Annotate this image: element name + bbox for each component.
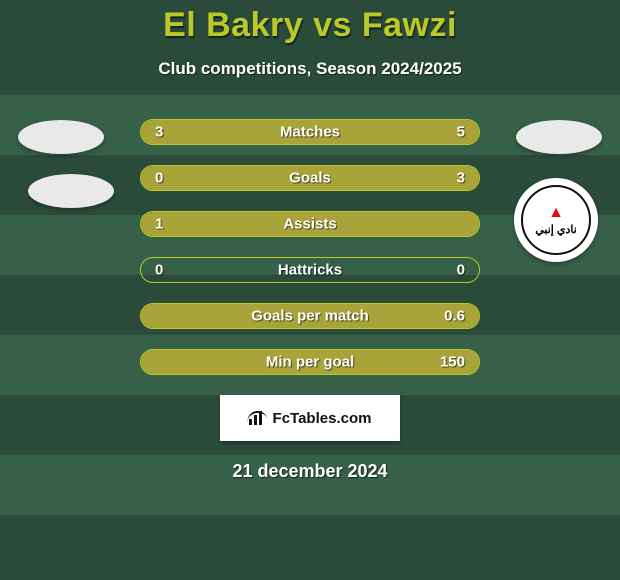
badge-inner: ▲ نادي إنبي <box>521 185 591 255</box>
club-right-badge: ▲ نادي إنبي <box>514 178 598 262</box>
page-subtitle: Club competitions, Season 2024/2025 <box>0 59 620 79</box>
page-title: El Bakry vs Fawzi <box>0 6 620 45</box>
player-left-avatar <box>18 120 104 154</box>
stat-label: Hattricks <box>278 262 342 279</box>
flame-icon: ▲ <box>548 205 564 221</box>
stat-left-value: 1 <box>155 216 163 233</box>
stat-right-value: 0.6 <box>444 308 465 325</box>
stat-right-value: 3 <box>457 170 465 187</box>
stat-label: Goals <box>289 170 331 187</box>
brand-text: FcTables.com <box>273 410 372 427</box>
badge-text: نادي إنبي <box>535 223 577 236</box>
stat-bar: 0 0 Hattricks <box>140 257 480 283</box>
stat-left-value: 0 <box>155 170 163 187</box>
club-left-avatar <box>28 174 114 208</box>
brand-box: FcTables.com <box>220 395 400 441</box>
date-text: 21 december 2024 <box>0 461 620 482</box>
stat-label: Assists <box>283 216 336 233</box>
stat-label: Min per goal <box>266 354 354 371</box>
stat-right-value: 150 <box>440 354 465 371</box>
player-right-avatar <box>516 120 602 154</box>
stat-bar: 1 Assists <box>140 211 480 237</box>
stat-bar: 150 Min per goal <box>140 349 480 375</box>
comparison-bars: 3 5 Matches 0 3 Goals 1 Assists 0 0 Hattricks 0.6 Go… <box>140 119 480 375</box>
stat-bar: 3 5 Matches <box>140 119 480 145</box>
stat-label: Goals per match <box>251 308 369 325</box>
stat-left-value: 0 <box>155 262 163 279</box>
stat-bar: 0 3 Goals <box>140 165 480 191</box>
stat-left-value: 3 <box>155 124 163 141</box>
stat-right-value: 5 <box>457 124 465 141</box>
stat-label: Matches <box>280 124 340 141</box>
chart-icon <box>249 411 267 425</box>
stat-right-value: 0 <box>457 262 465 279</box>
stat-bar: 0.6 Goals per match <box>140 303 480 329</box>
